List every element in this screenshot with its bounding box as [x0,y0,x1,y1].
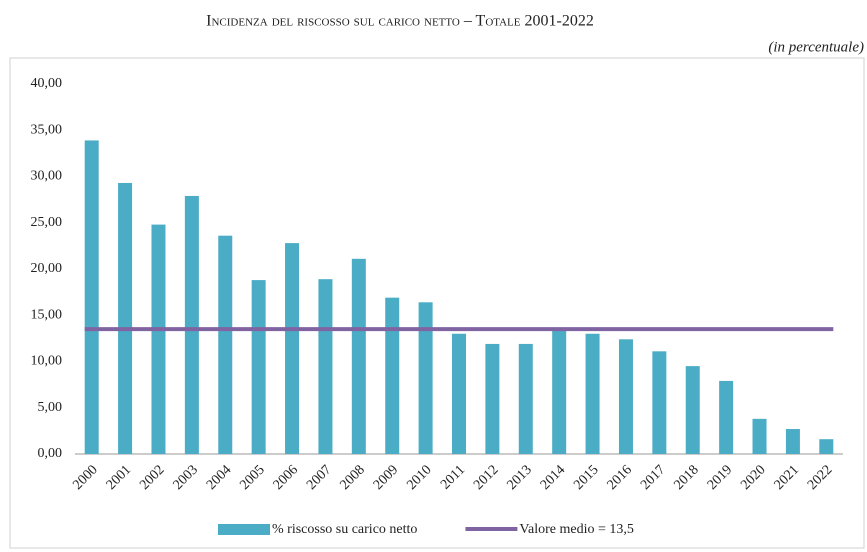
bar [618,339,633,454]
bar [385,297,400,454]
x-tick-label: 2001 [104,462,134,492]
bar [785,429,800,454]
y-tick-label: 20,00 [31,261,63,276]
x-tick-label: 2007 [304,462,334,492]
bar [452,333,466,454]
x-tick-label: 2017 [638,462,668,492]
bar [184,195,199,455]
x-tick-label: 2015 [571,462,601,492]
bar [485,343,500,454]
legend-label: Valore medio = 13,5 [519,522,633,537]
x-tick-label: 2022 [805,462,835,492]
bar [151,224,166,454]
bar [585,333,600,454]
bar [418,302,433,454]
bar [652,351,667,454]
x-tick-label: 2010 [404,462,434,492]
bar [685,366,700,454]
chart-frame [9,57,865,549]
bar [752,418,767,454]
chart-title: Incidenza del riscosso sul carico netto … [206,13,594,30]
y-tick-label: 5,00 [38,400,63,415]
y-tick-label: 40,00 [31,76,63,91]
bar [285,243,300,454]
bar [552,330,567,454]
bar [351,258,366,454]
x-tick-label: 2020 [738,462,768,492]
x-tick-label: 2016 [605,462,635,492]
bar [719,380,734,454]
bar [218,235,233,454]
x-tick-label: 2000 [70,462,100,492]
x-tick-label: 2008 [338,462,368,492]
bar [318,279,333,454]
bar [819,439,834,454]
y-tick-label: 30,00 [31,169,63,184]
x-tick-label: 2019 [705,462,735,492]
bar [84,140,99,455]
x-tick-label: 2004 [204,462,234,492]
legend-swatch [218,524,270,535]
bar [251,280,266,454]
bar [518,343,533,454]
x-tick-label: 2012 [471,462,501,492]
y-tick-label: 10,00 [31,354,63,369]
x-tick-label: 2021 [772,462,802,492]
chart-subtitle: (in percentuale) [768,39,864,55]
x-tick-label: 2009 [371,462,401,492]
x-tick-label: 2006 [271,462,301,492]
bar [118,182,133,454]
x-tick-label: 2011 [438,462,468,492]
x-tick-label: 2013 [504,462,534,492]
x-tick-label: 2018 [671,462,701,492]
x-tick-label: 2014 [538,462,568,492]
y-tick-label: 0,00 [38,446,63,461]
y-tick-label: 25,00 [31,215,63,230]
legend-label: % riscosso su carico netto [272,522,417,537]
y-tick-label: 15,00 [31,307,63,322]
x-tick-label: 2003 [171,462,201,492]
x-tick-label: 2005 [237,462,267,492]
x-tick-label: 2002 [137,462,167,492]
y-tick-label: 35,00 [31,122,63,137]
